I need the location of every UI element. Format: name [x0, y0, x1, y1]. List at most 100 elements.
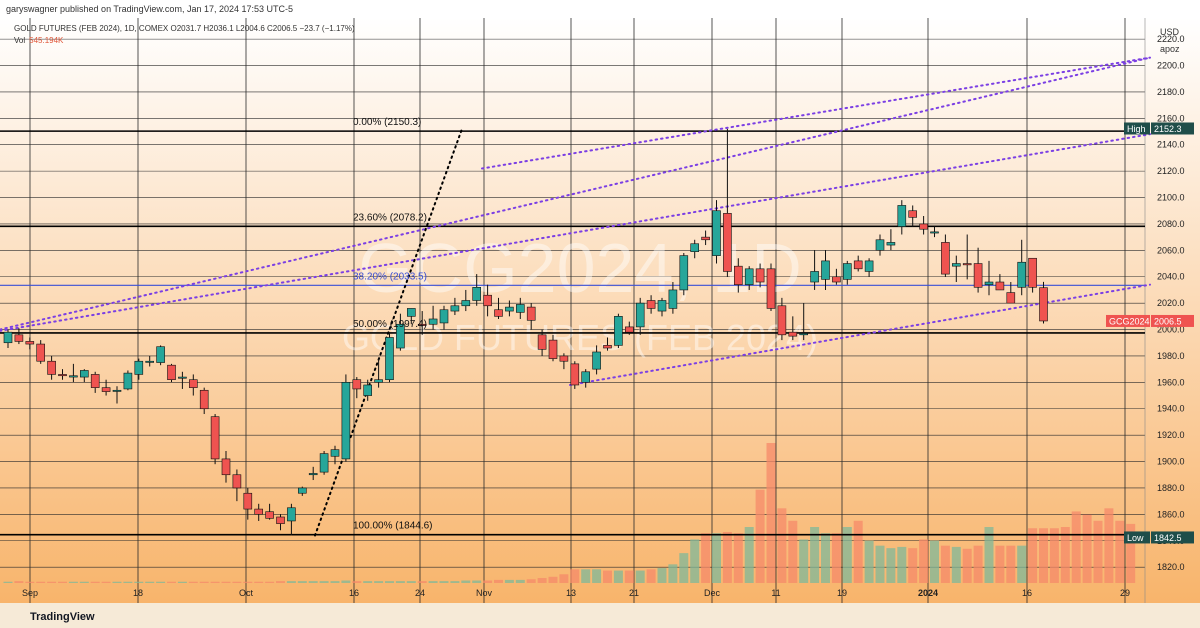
candle-body	[864, 260, 874, 272]
fib-level-label: 100.00% (1844.6)	[353, 521, 433, 532]
volume-bar	[635, 570, 645, 583]
candle-body	[733, 265, 743, 285]
label-layer: Sep 18 Oct 16 24 Nov 13 21 Dec 11 19 2024 16 29 1820.0…	[22, 34, 1194, 598]
volume-bar	[472, 580, 482, 583]
volume-bar	[1093, 520, 1103, 583]
grid-layer	[0, 18, 1146, 603]
candle-layer	[3, 128, 1048, 536]
volume-bar	[79, 581, 89, 583]
volume-bar	[3, 581, 13, 583]
currency-unit[interactable]: USD apoz	[1160, 24, 1180, 58]
volume-bar	[570, 569, 580, 583]
candle-body	[25, 341, 35, 345]
candle-body	[90, 374, 100, 388]
candle-body	[287, 507, 296, 522]
candle-body	[624, 326, 634, 333]
symbol-legend[interactable]: GOLD FUTURES (FEB 2024), 1D, COMEX O2031…	[14, 23, 355, 47]
x-tick-label: 11	[771, 588, 780, 598]
candle-body	[352, 379, 362, 390]
candle-body	[712, 210, 721, 256]
volume-bar	[90, 581, 100, 583]
volume-bar	[668, 564, 678, 583]
volume-bar	[744, 527, 754, 583]
candle-body	[428, 318, 438, 325]
volume-bar	[712, 533, 721, 583]
candle-body	[635, 302, 645, 328]
candle-body	[101, 387, 111, 392]
candle-body	[614, 316, 623, 346]
trendline	[569, 283, 1151, 386]
volume-bar	[450, 581, 460, 583]
volume-bar	[308, 581, 318, 583]
volume-bar	[613, 570, 623, 583]
candle-body	[232, 474, 242, 489]
candle-body	[319, 453, 329, 473]
candle-body	[515, 304, 525, 313]
volume-bar	[330, 581, 340, 583]
candle-body	[668, 289, 678, 309]
volume-bar	[232, 581, 242, 583]
candle-body	[995, 281, 1005, 291]
candle-body	[330, 449, 340, 457]
price-tag-name: Low	[1127, 533, 1144, 543]
volume-bar	[657, 568, 667, 583]
volume-bar	[733, 533, 743, 583]
x-tick-label: 29	[1120, 588, 1130, 598]
candle-body	[897, 205, 907, 227]
candle-body	[603, 345, 612, 349]
volume-bar	[494, 579, 503, 583]
volume-bar	[265, 581, 275, 583]
y-tick-label: 1820.0	[1157, 562, 1185, 572]
volume-bar	[417, 581, 427, 583]
y-tick-label: 2000.0	[1157, 325, 1185, 335]
volume-bar	[1006, 545, 1016, 583]
volume-bar	[177, 581, 187, 583]
candle-body	[842, 263, 852, 280]
y-tick-label: 2120.0	[1157, 166, 1185, 176]
volume-bar	[548, 576, 558, 583]
candle-body	[396, 323, 405, 349]
volume-bar	[526, 579, 536, 583]
volume-bar	[167, 581, 176, 583]
candle-body	[941, 242, 950, 275]
volume-bar	[930, 540, 939, 583]
y-tick-label: 2080.0	[1157, 219, 1185, 229]
candle-body	[886, 242, 896, 246]
candle-body	[14, 334, 24, 342]
candle-body	[984, 281, 994, 285]
volume-bar	[439, 581, 449, 583]
price-tag-name-bg	[1106, 314, 1150, 327]
price-tag-value: 2006.5	[1154, 316, 1182, 326]
volume-bar	[243, 581, 253, 583]
candle-body	[461, 300, 471, 307]
candle-body	[788, 331, 798, 337]
candle-body	[308, 473, 318, 476]
candle-body	[156, 346, 165, 363]
publisher-bar: garyswagner published on TradingView.com…	[0, 0, 1200, 18]
currency-label: USD	[1160, 27, 1180, 37]
volume-bar	[940, 545, 950, 583]
volume-bar	[406, 581, 416, 583]
trendline	[314, 127, 463, 537]
volume-bar	[962, 548, 972, 583]
y-tick-label: 1980.0	[1157, 351, 1185, 361]
candle-body	[69, 375, 78, 378]
volume-bar	[14, 581, 24, 583]
candle-body	[36, 343, 46, 362]
volume-bar	[919, 539, 929, 583]
volume-bar	[1104, 508, 1114, 583]
watermark-name: GOLD FUTURES (FEB 2024)	[342, 317, 818, 358]
volume-bar	[810, 527, 820, 583]
volume-bar	[188, 581, 198, 583]
candle-body	[1039, 287, 1048, 322]
volume-bar	[973, 545, 983, 583]
volume-bar	[842, 527, 852, 583]
x-tick-label: Nov	[476, 588, 493, 598]
symbol-line: GOLD FUTURES (FEB 2024), 1D, COMEX O2031…	[14, 24, 355, 33]
volume-bar	[286, 581, 296, 583]
candle-body	[483, 294, 492, 307]
volume-bar	[1060, 527, 1070, 583]
tradingview-brand[interactable]: TradingView	[30, 611, 95, 623]
volume-bar	[101, 581, 111, 583]
